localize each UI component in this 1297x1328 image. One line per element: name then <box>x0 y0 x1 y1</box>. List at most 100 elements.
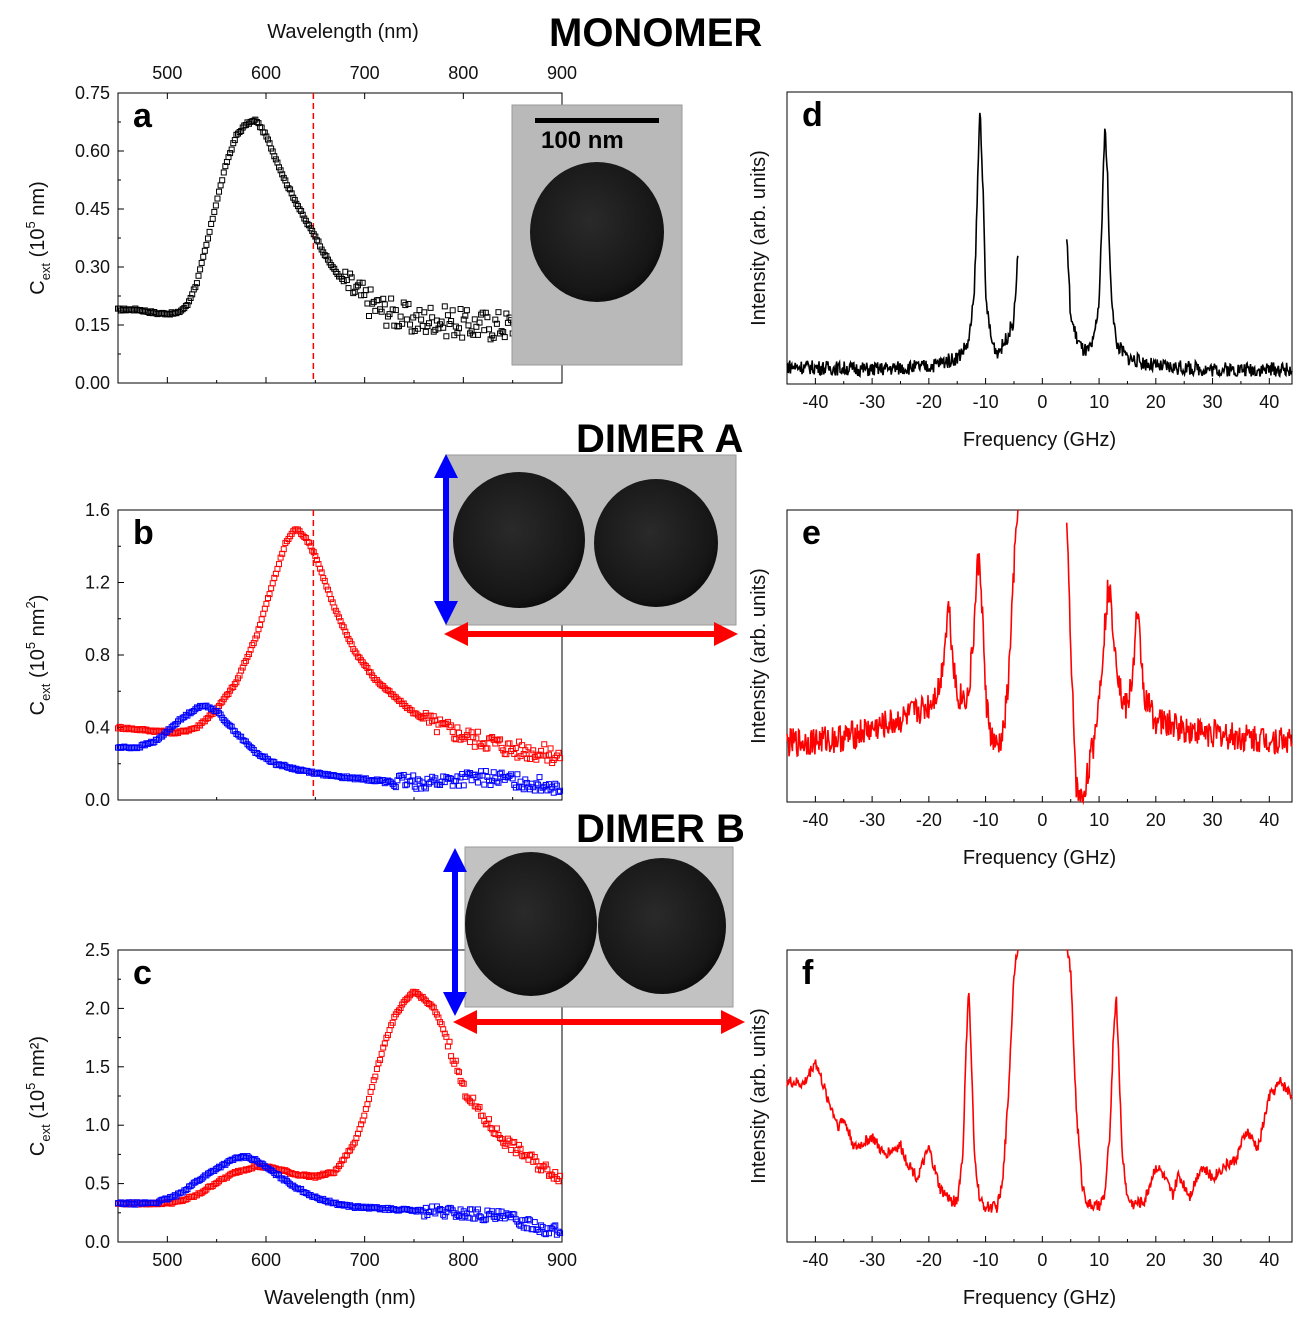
data-point <box>438 318 445 325</box>
plot-frame <box>786 91 1293 385</box>
scale-bar <box>535 118 659 123</box>
data-point <box>479 309 486 316</box>
data-point <box>476 1213 483 1220</box>
data-point <box>339 1157 346 1164</box>
data-point <box>260 610 267 617</box>
data-point <box>452 1213 459 1220</box>
data-point <box>470 734 477 741</box>
data-point <box>384 687 391 694</box>
data-point <box>197 266 204 273</box>
data-point <box>555 1228 562 1235</box>
data-point <box>331 265 338 272</box>
data-point <box>186 298 193 305</box>
data-point <box>362 663 369 670</box>
x-tick-label: 30 <box>1203 810 1223 830</box>
data-point <box>468 328 475 335</box>
data-point <box>208 220 215 227</box>
data-point <box>435 1207 442 1214</box>
data-point <box>241 737 248 744</box>
data-series <box>115 702 564 796</box>
data-point <box>291 197 298 204</box>
data-point <box>261 605 268 612</box>
x-tick-label: -30 <box>859 810 885 830</box>
data-point <box>492 775 499 782</box>
panel-label: b <box>133 514 154 552</box>
plot-frame <box>786 509 1293 803</box>
data-point <box>490 769 497 776</box>
data-point <box>214 1165 221 1172</box>
x-tick-label: 600 <box>251 1250 281 1270</box>
data-point <box>222 163 229 170</box>
data-point <box>479 1112 486 1119</box>
data-point <box>495 737 502 744</box>
data-point <box>482 1216 489 1223</box>
data-point <box>536 751 543 758</box>
data-point <box>324 586 331 593</box>
nanoparticle-sphere-right <box>598 858 726 994</box>
data-point <box>277 554 284 561</box>
x-tick-label: 800 <box>448 63 478 83</box>
data-point <box>288 190 295 197</box>
data-point <box>214 195 221 202</box>
data-point <box>391 782 398 789</box>
data-point <box>323 253 330 260</box>
data-point <box>549 760 556 767</box>
x-tick-label: -40 <box>802 810 828 830</box>
data-point <box>493 1214 500 1221</box>
data-point <box>542 781 549 788</box>
data-point <box>473 323 480 330</box>
data-point <box>321 252 328 259</box>
data-point <box>373 1066 380 1073</box>
data-point <box>342 628 349 635</box>
tem-image-monomer: 100 nm <box>511 104 683 366</box>
data-point <box>381 1040 388 1047</box>
data-point <box>432 326 439 333</box>
data-point <box>287 186 294 193</box>
data-point <box>455 325 462 332</box>
data-point <box>198 259 205 266</box>
x-tick-label: 600 <box>251 63 281 83</box>
x-axis-label: Wavelength (nm) <box>267 21 419 43</box>
data-point <box>467 1098 474 1105</box>
data-point <box>220 169 227 176</box>
x-tick-label: 20 <box>1146 1250 1166 1270</box>
data-point <box>514 754 521 761</box>
data-point <box>343 631 350 638</box>
data-point <box>282 540 289 547</box>
data-point <box>353 1135 360 1142</box>
data-point <box>410 772 417 779</box>
data-point <box>465 727 472 734</box>
panel-label: a <box>133 97 153 135</box>
data-point <box>421 1213 428 1220</box>
data-point <box>462 1093 469 1100</box>
data-point <box>337 618 344 625</box>
y-tick-label: 1.0 <box>85 1115 110 1135</box>
data-point <box>392 307 399 314</box>
data-point <box>429 314 436 321</box>
data-point <box>351 648 358 655</box>
y-tick-label: 0.8 <box>85 645 110 665</box>
data-point <box>517 1222 524 1229</box>
data-point <box>366 1095 373 1102</box>
data-point <box>329 264 336 271</box>
data-point <box>493 778 500 785</box>
data-point <box>509 1210 516 1217</box>
chart-panel-f: -40 -30 -20 -10 0 10 20 30 40 Frequency (GHz) Inte… <box>748 949 1293 1309</box>
data-point <box>187 1183 194 1190</box>
data-point <box>421 309 428 316</box>
data-point <box>424 712 431 719</box>
data-point <box>413 312 420 319</box>
data-point <box>264 595 271 602</box>
data-point <box>313 237 320 244</box>
data-point <box>452 323 459 330</box>
data-point <box>432 1210 439 1217</box>
data-point <box>446 775 453 782</box>
data-point <box>203 702 210 709</box>
data-point <box>465 322 472 329</box>
data-point <box>534 1166 541 1173</box>
data-point <box>347 638 354 645</box>
spectrum-line-segment-stokes <box>1065 128 1293 379</box>
data-point <box>384 777 391 784</box>
data-point <box>407 706 414 713</box>
data-point <box>485 1116 492 1123</box>
